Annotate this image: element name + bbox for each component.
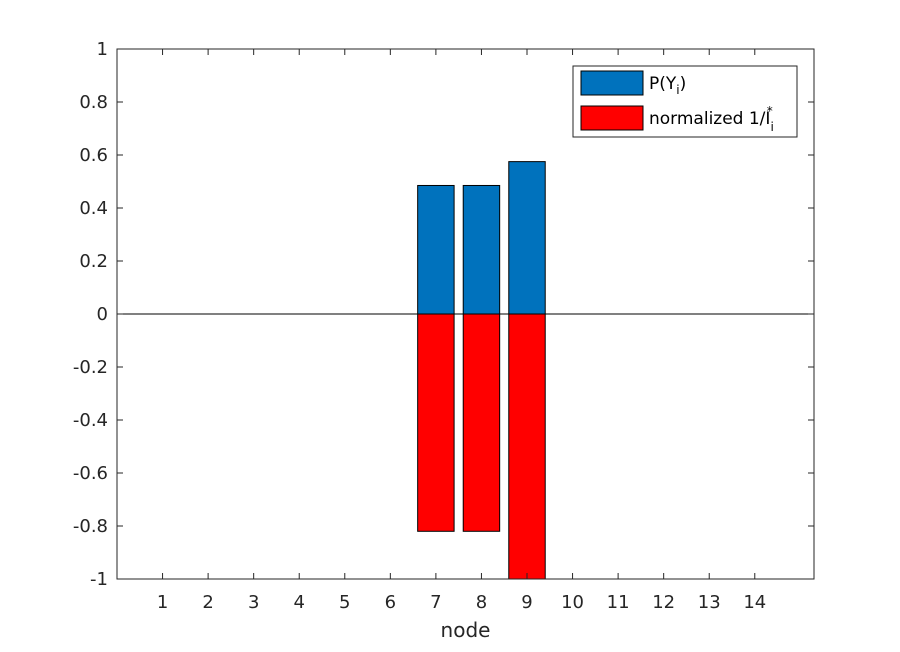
x-axis: 1 2 3 4 5 6 7 8 9 10 11 12 13 14 [157, 49, 766, 613]
x-tick-label: 4 [293, 592, 304, 613]
y-tick-label: -0.2 [73, 357, 108, 378]
x-tick-label: 11 [607, 592, 630, 613]
x-tick-label: 7 [430, 592, 441, 613]
x-tick-label: 6 [385, 592, 396, 613]
x-tick-label: 2 [202, 592, 213, 613]
bar-series-0-node-9 [508, 161, 546, 315]
x-tick-label: 8 [476, 592, 487, 613]
bar-series-0-node-7 [417, 184, 455, 315]
y-tick-label: 0.4 [79, 198, 108, 219]
x-tick-label: 12 [652, 592, 675, 613]
bar-series-0-node-8 [462, 184, 501, 315]
x-axis-title: node [441, 618, 491, 642]
legend-label-normalized: normalized 1/Ii* [649, 104, 774, 134]
bar-series-1-node-7 [417, 313, 455, 532]
legend-swatch-normalized [580, 105, 644, 131]
y-axis: -1 -0.8 -0.6 -0.4 -0.2 0 0.2 0.4 0.6 0.8 1 [73, 39, 814, 590]
legend-swatch-p-y [580, 70, 644, 96]
y-tick-label: 0.2 [79, 251, 108, 272]
x-tick-label: 5 [339, 592, 350, 613]
bars-group [417, 161, 546, 580]
bar-series-1-node-8 [462, 313, 501, 532]
x-tick-label: 13 [698, 592, 721, 613]
y-tick-label: 0.8 [79, 92, 108, 113]
y-tick-label: -0.4 [73, 410, 108, 431]
bar-series-1-node-9 [508, 313, 546, 580]
y-tick-label: -1 [90, 569, 108, 590]
y-tick-label: 0 [97, 304, 108, 325]
x-tick-label: 14 [743, 592, 766, 613]
y-tick-label: -0.8 [73, 516, 108, 537]
legend-label-p-y: P(Yi) [649, 74, 686, 97]
x-tick-label: 9 [521, 592, 532, 613]
y-tick-label: 0.6 [79, 145, 108, 166]
x-tick-label: 3 [248, 592, 259, 613]
legend: P(Yi) normalized 1/Ii* [572, 65, 798, 138]
y-tick-label: 1 [97, 39, 108, 60]
x-tick-label: 1 [157, 592, 168, 613]
y-tick-label: -0.6 [73, 463, 108, 484]
x-tick-label: 10 [561, 592, 584, 613]
